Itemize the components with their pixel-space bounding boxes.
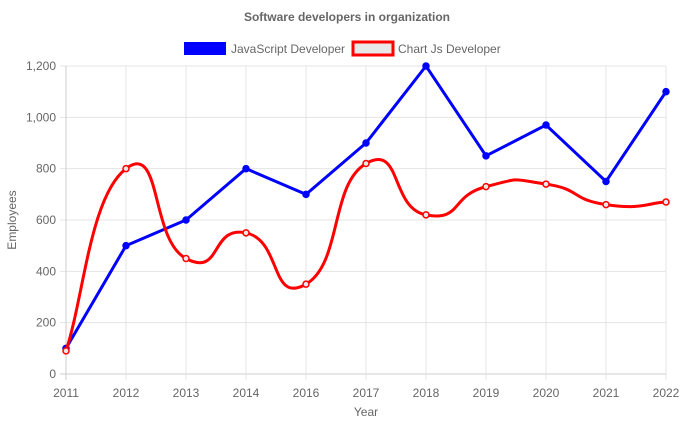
x-axis-label: Year <box>354 405 378 419</box>
y-tick-label: 1,000 <box>26 110 56 124</box>
data-point-chart-js-developer[interactable] <box>602 200 610 209</box>
y-tick-label: 0 <box>49 367 56 381</box>
x-tick-label: 2017 <box>353 386 380 400</box>
x-tick-label: 2014 <box>233 386 260 400</box>
x-tick-label: 2019 <box>473 386 500 400</box>
data-point-javascript-developer[interactable] <box>362 139 370 147</box>
y-axis-label: Employees <box>5 190 19 249</box>
legend-swatch-javascript-developer[interactable] <box>184 42 226 55</box>
x-tick-label: 2013 <box>173 386 200 400</box>
legend-label-javascript-developer[interactable]: JavaScript Developer <box>231 42 345 56</box>
y-tick-label: 400 <box>36 264 56 278</box>
data-point-javascript-developer[interactable] <box>182 216 190 224</box>
legend-swatch-chart-js-developer[interactable] <box>351 40 395 57</box>
data-point-chart-js-developer[interactable] <box>362 159 370 168</box>
data-point-chart-js-developer[interactable] <box>122 164 130 173</box>
y-tick-label: 1,200 <box>26 59 56 73</box>
x-tick-label: 2016 <box>293 386 320 400</box>
data-point-chart-js-developer[interactable] <box>302 280 310 288</box>
x-tick-label: 2021 <box>593 386 620 400</box>
data-point-javascript-developer[interactable] <box>482 152 490 160</box>
data-point-chart-js-developer[interactable] <box>662 198 670 206</box>
x-tick-label: 2012 <box>113 386 140 400</box>
data-point-javascript-developer[interactable] <box>122 241 130 250</box>
x-tick-label: 2022 <box>653 386 680 400</box>
x-tick-label: 2011 <box>53 386 79 400</box>
data-point-chart-js-developer[interactable] <box>422 211 430 219</box>
legend-label-chart-js-developer[interactable]: Chart Js Developer <box>398 42 501 56</box>
data-point-chart-js-developer[interactable] <box>482 182 490 191</box>
data-point-chart-js-developer[interactable] <box>182 254 190 263</box>
data-point-chart-js-developer[interactable] <box>242 229 250 237</box>
data-point-chart-js-developer[interactable] <box>62 347 70 355</box>
data-point-javascript-developer[interactable] <box>422 62 430 70</box>
data-point-javascript-developer[interactable] <box>602 177 610 186</box>
x-tick-label: 2020 <box>533 386 560 400</box>
y-tick-label: 800 <box>36 162 56 176</box>
legend: JavaScript Developer Chart Js Developer <box>184 40 501 57</box>
data-point-javascript-developer[interactable] <box>242 164 250 173</box>
data-point-javascript-developer[interactable] <box>302 190 310 199</box>
data-point-javascript-developer[interactable] <box>542 121 550 129</box>
y-tick-label: 200 <box>36 316 56 330</box>
data-point-javascript-developer[interactable] <box>662 87 670 96</box>
y-tick-label: 600 <box>36 213 56 227</box>
data-point-chart-js-developer[interactable] <box>542 180 550 188</box>
chart-title: Software developers in organization <box>244 10 450 24</box>
x-tick-label: 2018 <box>413 386 440 400</box>
